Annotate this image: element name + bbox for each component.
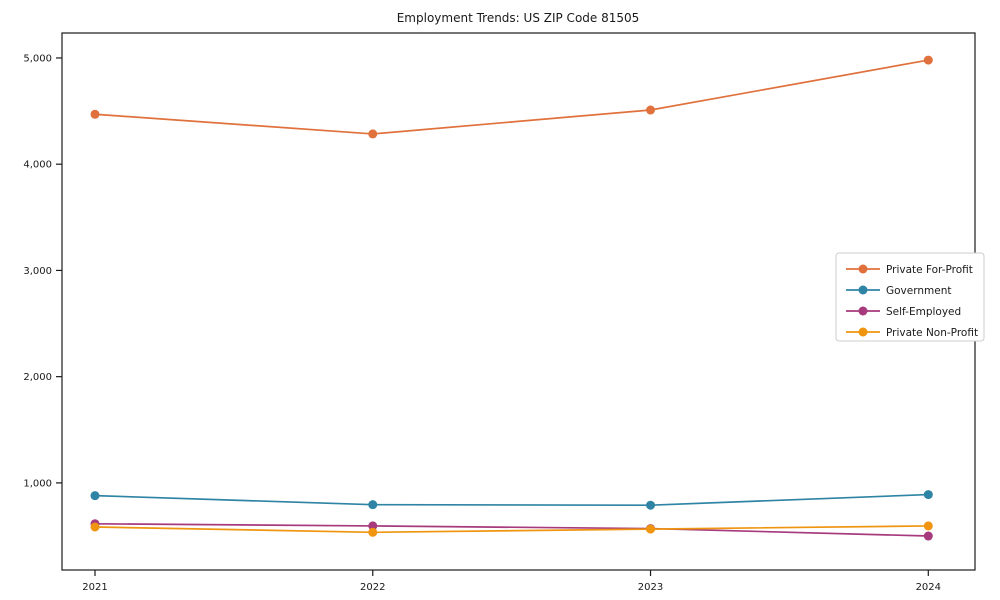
legend: Private For-Profit Government Self-Employe… xyxy=(835,252,985,342)
y-tick-label: 3,000 xyxy=(23,266,52,277)
series-line xyxy=(94,493,930,507)
data-point-marker xyxy=(923,521,933,531)
y-axis: 1,000 2,000 3,000 4,000 5,000 xyxy=(23,53,62,489)
data-point-marker xyxy=(368,129,378,139)
data-point-marker xyxy=(923,490,933,500)
x-tick-label: 2024 xyxy=(916,582,941,593)
data-point-marker xyxy=(90,109,100,119)
series-lines xyxy=(90,55,933,541)
data-point-marker xyxy=(646,500,656,510)
legend-label: Private For-Profit xyxy=(886,264,973,276)
data-point-marker xyxy=(646,105,656,115)
legend-marker-sample xyxy=(858,285,868,295)
series-line xyxy=(94,522,930,537)
legend-marker-sample xyxy=(858,327,868,337)
data-point-marker xyxy=(90,522,100,532)
chart-title: Employment Trends: US ZIP Code 81505 xyxy=(397,11,640,25)
data-point-marker xyxy=(368,500,378,510)
x-axis: 2021 2022 2023 2024 xyxy=(82,570,941,593)
legend-box xyxy=(835,252,985,342)
legend-label: Government xyxy=(886,285,951,297)
y-tick-label: 4,000 xyxy=(23,160,52,171)
legend-label: Self-Employed xyxy=(886,306,961,318)
series-line xyxy=(94,59,930,135)
x-tick-label: 2023 xyxy=(638,582,663,593)
data-point-marker xyxy=(90,491,100,501)
data-point-marker xyxy=(923,55,933,65)
series-line xyxy=(94,525,930,534)
data-point-marker xyxy=(646,524,656,534)
data-point-marker xyxy=(923,531,933,541)
data-point-marker xyxy=(368,527,378,537)
x-tick-label: 2022 xyxy=(360,582,385,593)
y-tick-label: 2,000 xyxy=(23,372,52,383)
x-tick-label: 2021 xyxy=(82,582,107,593)
y-tick-label: 1,000 xyxy=(23,478,52,489)
legend-label: Private Non-Profit xyxy=(886,327,978,339)
legend-marker-sample xyxy=(858,264,868,274)
legend-marker-sample xyxy=(858,306,868,316)
y-tick-label: 5,000 xyxy=(23,53,52,64)
data-point-marker xyxy=(368,521,378,531)
